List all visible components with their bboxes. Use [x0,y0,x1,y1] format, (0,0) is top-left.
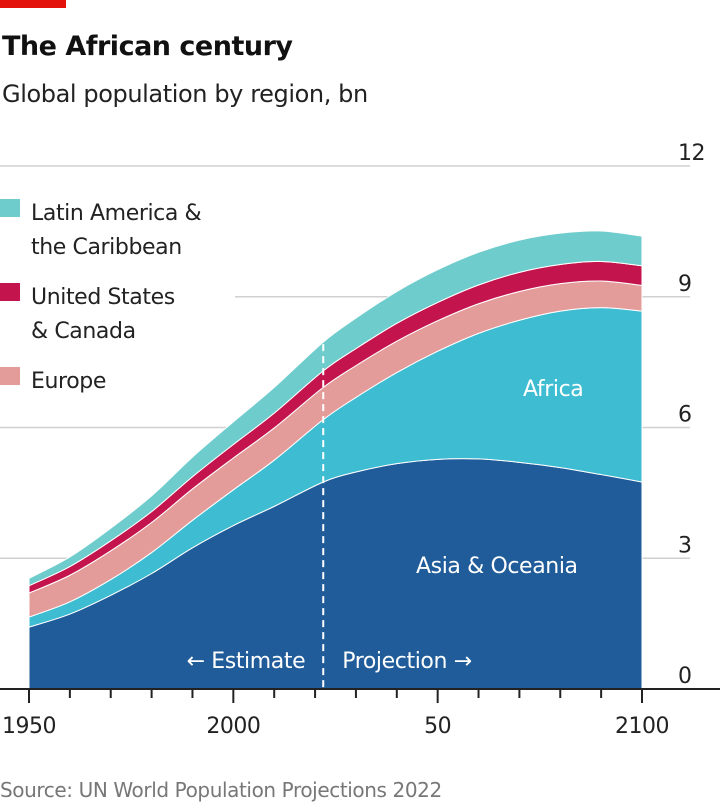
legend-item: United States & Canada [0,283,175,344]
brand-bar [0,0,66,8]
chart-title: The African century [2,31,293,62]
x-tick-label: 2000 [206,714,260,739]
legend-label: Latin America & [31,201,202,226]
legend-label: United States [31,285,175,310]
x-axis: 1950 2000 50 2100 [0,688,720,739]
legend: Latin America & the Caribbean United State… [0,199,202,394]
legend-swatch [0,283,20,301]
source-note: Source: UN World Population Projections … [0,778,442,802]
y-axis: 0 3 6 9 12 [678,141,706,689]
y-tick-label: 9 [678,272,692,297]
x-tick-label: 50 [424,714,451,739]
x-tick-label: 2100 [615,714,669,739]
y-tick-label: 6 [678,403,692,428]
y-tick-label: 0 [678,664,692,689]
inside-labels: Africa Asia & Oceania [416,377,584,579]
legend-label: Europe [31,369,106,394]
legend-label: & Canada [31,319,136,344]
y-tick-label: 3 [678,533,692,558]
legend-swatch [0,367,20,385]
stacked-areas [28,230,643,690]
y-tick-label: 12 [678,141,705,166]
legend-label: the Caribbean [31,235,182,260]
legend-swatch [0,199,20,217]
area-latin-america-the-caribbean [28,230,643,587]
legend-item: Latin America & the Caribbean [0,199,202,260]
label-africa: Africa [523,377,583,402]
estimate-label: ← Estimate [187,649,306,674]
chart-subtitle: Global population by region, bn [2,80,368,108]
projection-label: Projection → [342,649,471,674]
legend-item: Europe [0,367,106,394]
x-tick-label: 1950 [2,714,56,739]
label-asia-oceania: Asia & Oceania [416,554,578,579]
